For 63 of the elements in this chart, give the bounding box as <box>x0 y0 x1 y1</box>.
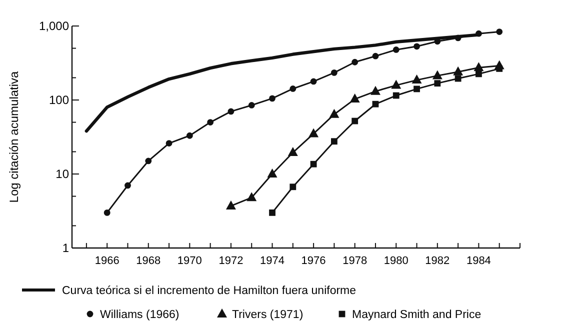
point <box>248 102 255 108</box>
y-tick-label: 10 <box>56 167 70 182</box>
point <box>186 132 193 139</box>
point <box>267 168 278 178</box>
point <box>310 78 317 85</box>
x-tick-label: 1966 <box>94 255 120 267</box>
point <box>454 75 462 82</box>
point <box>166 140 172 146</box>
point <box>496 28 503 35</box>
y-tick-label: 100 <box>48 93 70 108</box>
x-tick-label: 1968 <box>136 255 161 267</box>
point <box>290 86 296 92</box>
point <box>434 80 441 87</box>
point <box>372 100 379 108</box>
point <box>352 118 358 124</box>
x-tick-label: 1970 <box>177 255 202 267</box>
point <box>330 138 338 145</box>
point <box>269 95 276 102</box>
point <box>310 160 317 168</box>
y-tick-label: 1,000 <box>38 19 70 34</box>
point <box>392 46 400 53</box>
point <box>414 86 420 92</box>
x-tick-label: 1980 <box>384 255 408 267</box>
point <box>246 192 257 202</box>
point <box>391 80 402 89</box>
point <box>269 209 276 216</box>
point <box>124 182 131 189</box>
point <box>453 66 464 76</box>
x-tick-label: 1972 <box>218 255 244 267</box>
point <box>288 147 298 156</box>
point <box>308 128 319 138</box>
point <box>330 69 338 76</box>
point <box>372 52 379 60</box>
point <box>476 30 482 37</box>
point <box>290 184 296 190</box>
legend-label: Maynard Smith and Price <box>352 309 482 322</box>
point <box>392 92 400 99</box>
legend-label: Curva teórica si el incremento de Hamilton fuera uniforme <box>62 285 356 298</box>
point <box>352 58 358 66</box>
point <box>228 108 234 115</box>
point <box>104 209 110 216</box>
x-tick-label: 1976 <box>301 255 326 267</box>
point <box>414 43 420 50</box>
point <box>350 94 360 103</box>
point <box>412 74 422 84</box>
point <box>145 158 152 164</box>
point <box>476 70 482 78</box>
point <box>207 119 214 126</box>
x-tick-label: 1982 <box>425 255 450 267</box>
point <box>474 62 484 72</box>
y-axis-title: Log citación acumulativa <box>7 70 21 203</box>
point <box>432 70 442 80</box>
point <box>370 86 380 95</box>
legend-label: Trivers (1971) <box>232 309 304 322</box>
x-tick-label: 1984 <box>466 255 491 267</box>
point <box>496 65 503 72</box>
x-tick-label: 1974 <box>260 255 284 267</box>
x-tick-label: 1978 <box>342 255 368 267</box>
point <box>329 108 340 118</box>
point <box>454 34 462 42</box>
legend-label: Williams (1966) <box>100 309 180 322</box>
y-tick-label: 1 <box>62 241 70 256</box>
point <box>226 200 236 210</box>
